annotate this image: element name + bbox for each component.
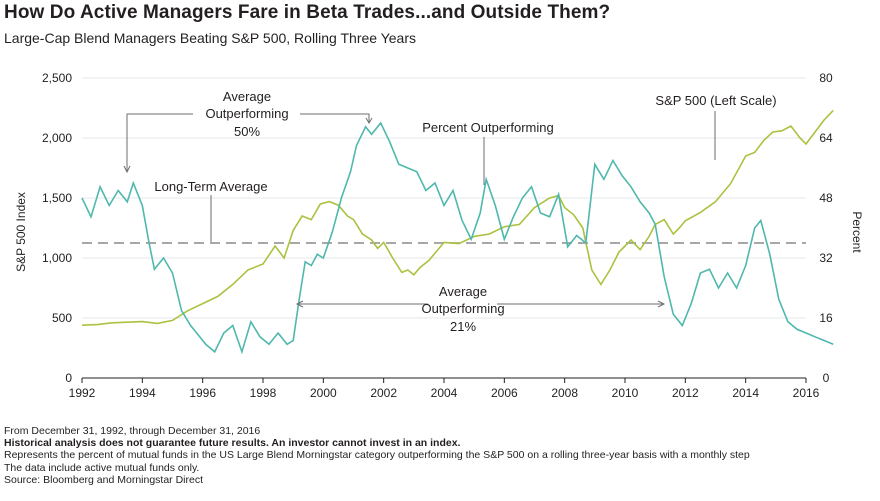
footer-disclaimer: Historical analysis does not guarantee f… <box>4 437 461 450</box>
x-tick-label: 2006 <box>491 386 518 400</box>
y2-tick-label: 64 <box>819 131 833 145</box>
footer-note: The data include active mutual funds onl… <box>4 461 200 474</box>
x-tick-label: 1992 <box>69 386 96 400</box>
annotation-percent-outperforming: Percent Outperforming <box>422 120 554 135</box>
y-axis-title: S&P 500 Index <box>14 192 28 272</box>
avg-outperforming-arrow <box>123 165 131 174</box>
chart-title: How Do Active Managers Fare in Beta Trad… <box>4 2 611 23</box>
y2-tick-label: 0 <box>823 371 830 385</box>
y2-tick-label: 80 <box>819 71 833 85</box>
annotation-sp500-left-scale: S&P 500 (Left Scale) <box>655 93 776 108</box>
annotation-long-term-average: Long-Term Average <box>154 179 267 194</box>
x-tick-label: 2008 <box>551 386 578 400</box>
annotation-fifty-pct: 50% <box>234 124 260 139</box>
x-tick-label: 2004 <box>431 386 458 400</box>
annotation-average-1: Average <box>223 89 271 104</box>
annotation-outperforming-1: Outperforming <box>205 106 288 121</box>
avg-outperforming-bracket-right <box>300 113 370 123</box>
x-tick-label: 2016 <box>793 386 820 400</box>
footer-date-range: From December 31, 1992, through December… <box>4 425 261 437</box>
x-tick-label: 1996 <box>189 386 216 400</box>
avg-outperforming-arrow-right <box>365 117 373 124</box>
x-tick-label: 1994 <box>129 386 156 400</box>
y2-tick-label: 32 <box>819 251 833 265</box>
avg-underperforming-arrow-right <box>657 300 666 308</box>
y-tick-label: 1,500 <box>42 191 72 205</box>
annotation-twentyone-pct: 21% <box>450 319 476 334</box>
y-tick-label: 1,000 <box>42 251 72 265</box>
x-tick-label: 2014 <box>732 386 759 400</box>
y-tick-label: 2,000 <box>42 131 72 145</box>
sp500-series-line <box>81 109 834 326</box>
x-tick-label: 1998 <box>250 386 277 400</box>
y2-axis-title: Percent <box>850 211 864 253</box>
annotation-average-2: Average <box>439 284 487 299</box>
x-tick-label: 2010 <box>612 386 639 400</box>
y-tick-label: 2,500 <box>42 71 72 85</box>
chart-subtitle: Large-Cap Blend Managers Beating S&P 500… <box>4 30 416 46</box>
y2-tick-label: 16 <box>819 311 833 325</box>
percent-outperforming-series-line <box>81 121 834 355</box>
avg-underperforming-arrow-left <box>295 300 304 308</box>
x-tick-label: 2000 <box>310 386 337 400</box>
footer-source: Source: Bloomberg and Morningstar Direct <box>4 473 204 486</box>
footer: From December 31, 1992, through December… <box>4 425 750 486</box>
x-tick-label: 2002 <box>370 386 397 400</box>
x-axis-ticks: 1992 1994 1996 1998 2000 2002 2004 2006 2008 2010… <box>69 377 820 400</box>
footer-description: Represents the percent of mutual funds i… <box>4 449 750 462</box>
x-tick-label: 2012 <box>672 386 699 400</box>
annotation-leaders <box>123 111 716 308</box>
y2-axis-ticks: 0 16 32 48 64 80 <box>819 71 833 385</box>
y-axis-ticks: 0 500 1,000 1,500 2,000 2,500 <box>42 71 72 385</box>
y2-tick-label: 48 <box>819 191 833 205</box>
y-tick-label: 500 <box>52 311 72 325</box>
y-tick-label: 0 <box>65 371 72 385</box>
avg-outperforming-bracket <box>126 113 193 172</box>
annotation-outperforming-2: Outperforming <box>421 301 504 316</box>
